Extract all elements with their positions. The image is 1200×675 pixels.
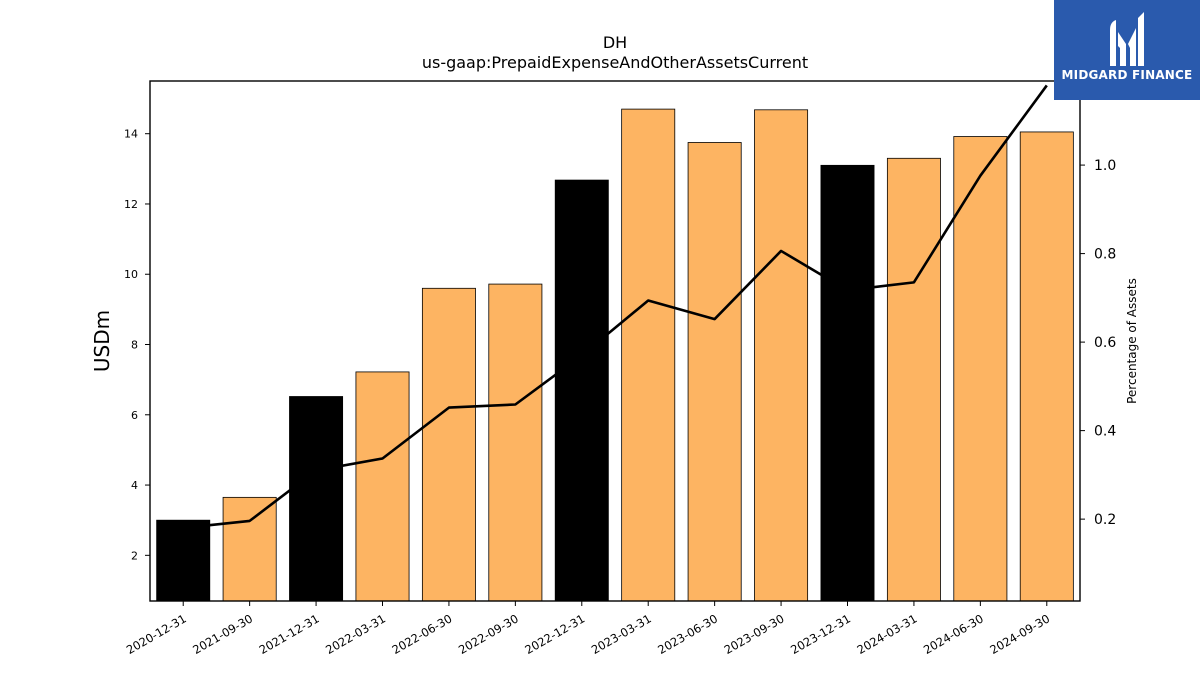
y-tick-label: 6	[131, 409, 138, 422]
x-tick-label: 2024-09-30	[987, 611, 1052, 657]
x-tick-label: 2021-09-30	[190, 611, 255, 657]
x-tick-label: 2023-06-30	[655, 611, 720, 657]
plot-frame	[149, 80, 1081, 602]
bar-2022-06-30	[421, 287, 476, 602]
bar-2022-03-31	[355, 371, 410, 602]
y2-tick-label: 0.4	[1094, 424, 1116, 440]
x-tick-label: 2022-09-30	[456, 611, 521, 657]
bar-2023-06-30	[687, 142, 742, 602]
bar-2021-09-30	[222, 496, 277, 602]
x-tick-label: 2021-12-31	[257, 611, 322, 657]
x-tick-label: 2022-03-31	[323, 611, 388, 657]
bar-2024-03-31	[886, 157, 941, 602]
brand-logo: MIDGARD FINANCE	[1054, 0, 1200, 100]
y2-axis-label: Percentage of Assets	[1125, 278, 1139, 404]
x-tick-label: 2022-12-31	[522, 611, 587, 657]
bar-2020-12-31	[156, 519, 211, 602]
y-tick-label: 2	[131, 549, 138, 562]
x-tick-label: 2024-06-30	[921, 611, 986, 657]
x-tick-label: 2023-03-31	[589, 611, 654, 657]
y-tick-label: 4	[131, 479, 138, 492]
y2-tick-label: 0.8	[1094, 247, 1116, 263]
bar-2024-09-30	[1019, 131, 1074, 602]
x-tick-label: 2024-03-31	[855, 611, 920, 657]
chart-subtitle: us-gaap:PrepaidExpenseAndOtherAssetsCurr…	[422, 53, 808, 72]
bars-layer	[156, 108, 1074, 602]
y-tick-label: 8	[131, 339, 138, 352]
y2-tick-label: 0.2	[1094, 512, 1116, 528]
line-layer	[183, 84, 1048, 530]
percentage-line	[183, 84, 1048, 530]
y2-tick-label: 1.0	[1094, 158, 1116, 174]
chart-title: DH	[603, 33, 627, 52]
x-tick-label: 2020-12-31	[124, 611, 189, 657]
y-tick-label: 14	[124, 128, 138, 141]
bar-2024-06-30	[953, 136, 1008, 602]
brand-name: MIDGARD FINANCE	[1061, 68, 1193, 82]
x-tick-label: 2023-12-31	[788, 611, 853, 657]
y2-tick-label: 0.6	[1094, 335, 1116, 351]
x-tick-label: 2022-06-30	[390, 611, 455, 657]
y-tick-label: 12	[124, 198, 138, 211]
x-tick-label: 2023-09-30	[722, 611, 787, 657]
bar-2023-09-30	[754, 109, 809, 602]
bar-2023-12-31	[820, 164, 875, 602]
y-axis-label: USDm	[90, 310, 114, 372]
bar-2022-12-31	[554, 179, 609, 602]
midgard-m-logo-icon	[1110, 12, 1144, 66]
y-tick-label: 10	[124, 268, 138, 281]
bar-2022-09-30	[488, 283, 543, 602]
bar-2023-03-31	[621, 108, 676, 602]
bar-2021-12-31	[289, 396, 344, 602]
